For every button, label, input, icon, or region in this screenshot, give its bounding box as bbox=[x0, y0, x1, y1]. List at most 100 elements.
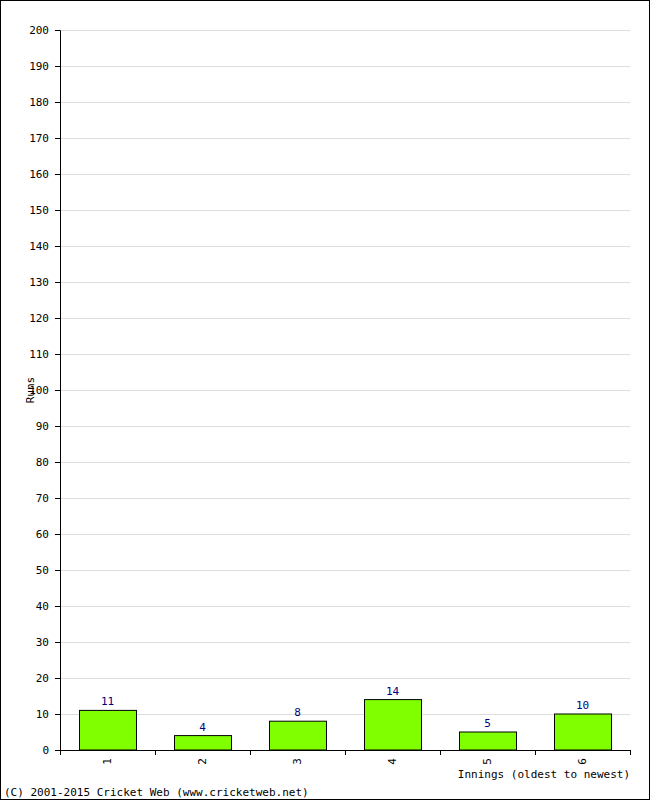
x-separator bbox=[60, 750, 61, 755]
y-tick-label: 40 bbox=[36, 600, 49, 613]
y-tick-label: 20 bbox=[36, 672, 49, 685]
y-tick-group: 60 bbox=[36, 528, 60, 541]
data-labels: 114814510 bbox=[101, 685, 589, 734]
x-tick-label: 2 bbox=[196, 758, 209, 765]
y-axis-title: Runs bbox=[24, 377, 37, 404]
bar bbox=[460, 732, 517, 750]
y-tick bbox=[55, 282, 60, 283]
annotation: (C) 2001-2015 Cricket Web (www.cricketwe… bbox=[4, 786, 309, 799]
y-tick bbox=[55, 138, 60, 139]
y-tick bbox=[55, 390, 60, 391]
y-tick-label: 190 bbox=[29, 60, 49, 73]
y-tick-label: 130 bbox=[29, 276, 49, 289]
x-tick-label: 5 bbox=[481, 758, 494, 765]
data-label: 5 bbox=[484, 717, 491, 730]
y-tick-group: 140 bbox=[29, 240, 60, 253]
y-tick-group: 120 bbox=[29, 312, 60, 325]
y-tick-group: 80 bbox=[36, 456, 60, 469]
y-tick bbox=[55, 246, 60, 247]
x-separator bbox=[250, 750, 251, 755]
grid-line bbox=[60, 138, 630, 139]
data-label: 8 bbox=[294, 706, 301, 719]
y-tick-group: 110 bbox=[29, 348, 60, 361]
grid-line bbox=[60, 174, 630, 175]
y-tick-label: 110 bbox=[29, 348, 49, 361]
y-tick bbox=[55, 570, 60, 571]
grid-line bbox=[60, 570, 630, 571]
y-tick-label: 70 bbox=[36, 492, 49, 505]
grid-line bbox=[60, 282, 630, 283]
y-tick-group: 30 bbox=[36, 636, 60, 649]
grid-line bbox=[60, 318, 630, 319]
y-tick-group: 200 bbox=[29, 24, 60, 37]
grid-line bbox=[60, 462, 630, 463]
y-tick bbox=[55, 210, 60, 211]
grid-line bbox=[60, 246, 630, 247]
y-tick-label: 170 bbox=[29, 132, 49, 145]
grid-line bbox=[60, 678, 630, 679]
grid-line bbox=[60, 210, 630, 211]
y-tick-group: 190 bbox=[29, 60, 60, 73]
grid-line bbox=[60, 714, 630, 715]
y-tick bbox=[55, 498, 60, 499]
bar bbox=[175, 736, 232, 750]
x-tick-label: 3 bbox=[291, 758, 304, 765]
x-separator bbox=[630, 750, 631, 755]
x-axis: 1 2 3 4 5 6 bbox=[61, 750, 631, 765]
x-tick-group: 6 bbox=[576, 750, 589, 765]
y-tick-group: 50 bbox=[36, 564, 60, 577]
grid-line bbox=[60, 390, 630, 391]
y-tick-label: 160 bbox=[29, 168, 49, 181]
y-tick-group: 160 bbox=[29, 168, 60, 181]
bar bbox=[365, 700, 422, 750]
y-tick-group: 70 bbox=[36, 492, 60, 505]
x-tick-label: 4 bbox=[386, 758, 399, 765]
y-tick-group: 90 bbox=[36, 420, 60, 433]
y-tick bbox=[55, 66, 60, 67]
y-tick-label: 10 bbox=[36, 708, 49, 721]
grid-line bbox=[60, 102, 630, 103]
data-label: 4 bbox=[199, 721, 206, 734]
y-tick-label: 30 bbox=[36, 636, 49, 649]
y-tick-label: 80 bbox=[36, 456, 49, 469]
y-tick-group: 180 bbox=[29, 96, 60, 109]
y-tick-group: 40 bbox=[36, 600, 60, 613]
y-tick bbox=[55, 462, 60, 463]
y-tick bbox=[55, 714, 60, 715]
y-axis-line bbox=[55, 31, 61, 751]
grid bbox=[60, 31, 630, 751]
y-tick-label: 50 bbox=[36, 564, 49, 577]
y-tick-group: 10 bbox=[36, 708, 60, 721]
y-tick bbox=[55, 30, 60, 31]
grid-line bbox=[60, 642, 630, 643]
grid-line bbox=[60, 30, 630, 31]
y-tick-label: 180 bbox=[29, 96, 49, 109]
y-tick-group: 0 bbox=[42, 744, 60, 757]
data-label: 11 bbox=[101, 695, 114, 708]
grid-line bbox=[60, 354, 630, 355]
y-tick-group: 150 bbox=[29, 204, 60, 217]
bar bbox=[270, 721, 327, 750]
y-tick bbox=[55, 642, 60, 643]
x-tick-group: 1 bbox=[101, 750, 114, 765]
y-tick-label: 200 bbox=[29, 24, 49, 37]
bar bbox=[80, 710, 137, 750]
x-separator bbox=[535, 750, 536, 755]
y-tick-label: 60 bbox=[36, 528, 49, 541]
grid-line bbox=[60, 606, 630, 607]
y-tick-label: 0 bbox=[42, 744, 49, 757]
y-tick bbox=[55, 750, 60, 751]
y-tick bbox=[55, 354, 60, 355]
y-tick-label: 120 bbox=[29, 312, 49, 325]
y-tick-group: 20 bbox=[36, 672, 60, 685]
y-tick-group: 130 bbox=[29, 276, 60, 289]
x-tick-group: 3 bbox=[291, 750, 304, 765]
y-tick-label: 140 bbox=[29, 240, 49, 253]
y-tick-label: 150 bbox=[29, 204, 49, 217]
grid-line bbox=[60, 534, 630, 535]
bars bbox=[80, 700, 612, 750]
x-tick-group: 5 bbox=[481, 750, 494, 765]
border bbox=[1, 1, 650, 800]
y-tick bbox=[55, 534, 60, 535]
grid-line bbox=[60, 66, 630, 67]
